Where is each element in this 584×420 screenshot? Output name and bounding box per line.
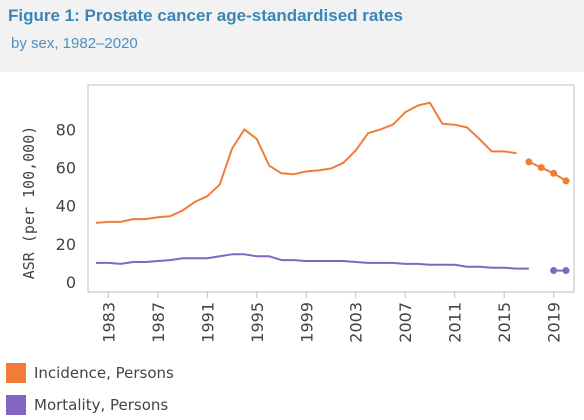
projection-point	[562, 177, 570, 185]
projection-point	[550, 267, 558, 275]
legend-item-mortality[interactable]: Mortality, Persons	[6, 394, 168, 416]
x-tick-label: 1987	[149, 302, 168, 343]
x-tick-label: 2015	[495, 302, 514, 343]
x-tick-label: 1991	[198, 302, 217, 343]
figure-subtitle: by sex, 1982–2020	[11, 35, 138, 52]
x-tick-label: 1999	[297, 302, 316, 343]
legend-item-incidence[interactable]: Incidence, Persons	[6, 362, 174, 384]
y-axis-label: ASR (per 100,000)	[20, 126, 38, 280]
legend-label-incidence: Incidence, Persons	[34, 364, 174, 382]
y-tick-label: 40	[56, 197, 76, 216]
figure-header: Figure 1: Prostate cancer age-standardis…	[0, 0, 584, 72]
projection-line	[528, 160, 567, 182]
x-tick-label: 2003	[347, 302, 366, 343]
x-tick-label: 1995	[248, 302, 267, 343]
y-tick-label: 20	[56, 235, 76, 254]
series-line	[95, 101, 517, 224]
projection-point	[537, 164, 545, 172]
legend-swatch-mortality	[6, 395, 26, 415]
series-line	[96, 253, 529, 270]
plot-area-frame	[87, 84, 575, 293]
figure-title: Figure 1: Prostate cancer age-standardis…	[8, 6, 403, 25]
projection-point	[550, 169, 558, 177]
projection-point	[525, 158, 533, 166]
legend-label-mortality: Mortality, Persons	[34, 396, 169, 414]
y-tick-label: 60	[56, 159, 76, 178]
x-tick-label: 2011	[446, 302, 465, 343]
projection-point	[562, 267, 570, 275]
x-tick-label: 2007	[396, 302, 415, 343]
legend-swatch-incidence	[6, 363, 26, 383]
line-chart: 0 20 40 60 80 ASR (per 100,000) 1983 1987 1991 19…	[20, 84, 575, 343]
y-tick-label: 0	[66, 273, 76, 292]
x-tick-label: 1983	[99, 302, 118, 343]
x-tick-label: 2019	[545, 302, 564, 343]
y-tick-label: 80	[56, 120, 76, 139]
